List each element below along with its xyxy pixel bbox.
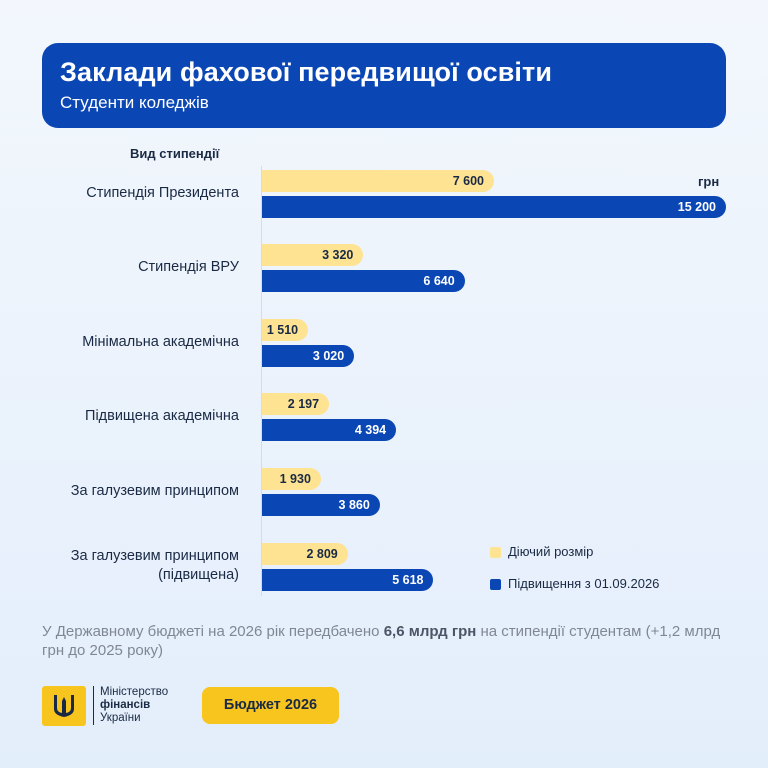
category-label-line: За галузевим принципом [70, 482, 239, 499]
ministry-logo [42, 686, 86, 726]
bar-increase: 5 618 [262, 569, 434, 591]
unit-label: грн [698, 174, 720, 189]
bar-current: 1 930 [262, 468, 321, 490]
ministry-name: Міністерство фінансів України [93, 686, 168, 725]
note-text-end: на стипендії студентам (+1,2 млрд грн до… [42, 623, 721, 659]
page-title: Заклади фахової передвищої освіти [60, 57, 553, 87]
legend-label-current: Діючий розмір [508, 544, 594, 559]
category-column-header: Вид стипендії [130, 146, 220, 161]
bar-increase: 3 860 [262, 494, 380, 516]
category-label-line: Стипендія ВРУ [138, 258, 239, 275]
category-label: За галузевим принципом (підвищена) [71, 547, 239, 585]
category-label: За галузевим принципом [71, 482, 239, 501]
note-text-start: У Державному бюджеті на 2026 рік передба… [42, 623, 384, 640]
category-label-line: Стипендія Президента [86, 184, 239, 201]
ministry-line-2: фінансів [100, 699, 151, 711]
bar-increase: 4 394 [262, 419, 397, 441]
category-label: Мінімальна академічна [82, 333, 239, 352]
trident-icon [54, 695, 74, 717]
bar-current: 2 197 [262, 393, 330, 415]
category-label-line: Підвищена академічна [85, 407, 239, 424]
category-label-line: Мінімальна академічна [82, 333, 239, 350]
bar-axis-line [261, 166, 262, 596]
category-label: Стипендія ВРУ [138, 258, 239, 277]
budget-badge: Бюджет 2026 [202, 687, 339, 724]
category-label: Стипендія Президента [86, 184, 239, 203]
page-subtitle: Студенти коледжів [60, 93, 209, 112]
ministry-line-1: Міністерство [100, 686, 169, 698]
category-label-line: (підвищена) [158, 567, 239, 583]
ministry-line-3: України [100, 712, 141, 724]
legend-swatch-increase [490, 579, 501, 590]
bar-increase: 15 200 [262, 196, 726, 218]
bar-current: 7 600 [262, 170, 494, 192]
budget-note: У Державному бюджеті на 2026 рік передба… [42, 622, 732, 660]
bar-current: 2 809 [262, 543, 348, 565]
bar-increase: 6 640 [262, 270, 465, 292]
category-label-line: За галузевим принципом [70, 548, 239, 564]
category-label: Підвищена академічна [85, 407, 239, 426]
legend-swatch-current [490, 547, 501, 558]
legend-label-increase: Підвищення з 01.09.2026 [508, 576, 660, 591]
header-banner: Заклади фахової передвищої освіти Студен… [42, 43, 726, 128]
note-highlight: 6,6 млрд грн [383, 623, 477, 640]
bar-increase: 3 020 [262, 345, 355, 367]
bar-current: 1 510 [262, 319, 309, 341]
bar-current: 3 320 [262, 244, 364, 266]
